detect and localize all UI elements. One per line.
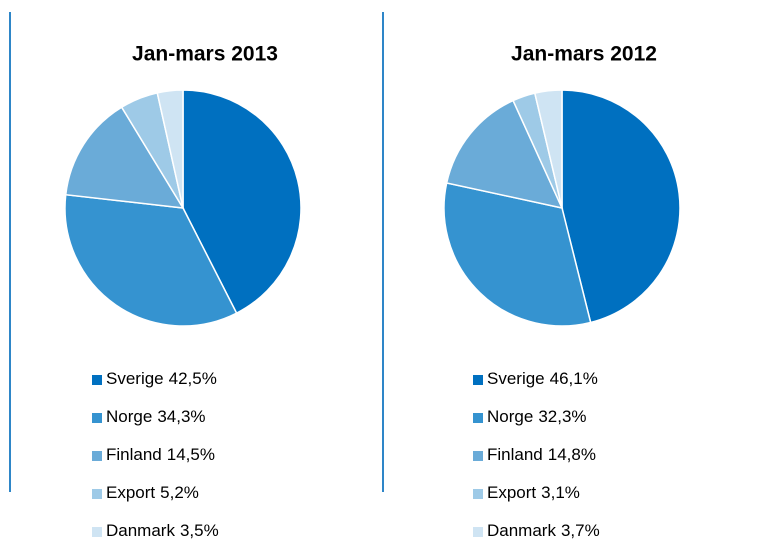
legend-name: Export	[487, 483, 536, 502]
legend-value: 14,5%	[167, 445, 215, 464]
legend-value: 3,7%	[561, 521, 600, 540]
pie-slice	[182, 89, 302, 315]
legend-swatch	[473, 489, 483, 499]
pie-slice	[64, 106, 185, 209]
pie-slice	[156, 89, 184, 209]
pie-slice	[64, 193, 238, 327]
legend-value: 3,5%	[180, 521, 219, 540]
legend-label: Norge 32,3%	[487, 407, 587, 426]
chart-title: Jan-mars 2012	[511, 43, 657, 66]
legend-swatch	[92, 489, 102, 499]
legend-swatch	[92, 451, 102, 461]
legend-label: Norge 34,3%	[106, 407, 206, 426]
legend-swatch	[473, 375, 483, 385]
legend-swatch	[473, 451, 483, 461]
legend-name: Norge	[106, 407, 152, 426]
legend-value: 46,1%	[550, 369, 598, 388]
legend-value: 14,8%	[548, 445, 596, 464]
legend-name: Export	[106, 483, 155, 502]
legend-label: Sverige 46,1%	[487, 369, 598, 388]
legend-name: Finland	[487, 445, 543, 464]
legend-swatch	[473, 527, 483, 537]
pie-slice	[445, 99, 564, 210]
legend-swatch	[92, 375, 102, 385]
legend-name: Sverige	[106, 369, 164, 388]
pie-slice	[443, 182, 592, 327]
legend-label: Danmark 3,5%	[106, 521, 219, 540]
legend-value: 32,3%	[538, 407, 586, 426]
pie-slice	[533, 89, 563, 209]
legend-name: Norge	[487, 407, 533, 426]
legend-label: Finland 14,5%	[106, 445, 215, 464]
legend-label: Export 3,1%	[487, 483, 580, 502]
legend-label: Export 5,2%	[106, 483, 199, 502]
legend-value: 42,5%	[169, 369, 217, 388]
legend-name: Finland	[106, 445, 162, 464]
legend-label: Danmark 3,7%	[487, 521, 600, 540]
legend-value: 34,3%	[157, 407, 205, 426]
legend-label: Sverige 42,5%	[106, 369, 217, 388]
legend-value: 5,2%	[160, 483, 199, 502]
legend-name: Danmark	[106, 521, 175, 540]
chart-title: Jan-mars 2013	[132, 43, 278, 66]
pie-slice	[561, 89, 681, 324]
legend-name: Danmark	[487, 521, 556, 540]
legend-value: 3,1%	[541, 483, 580, 502]
legend-label: Finland 14,8%	[487, 445, 596, 464]
legend-swatch	[473, 413, 483, 423]
legend-name: Sverige	[487, 369, 545, 388]
legend-swatch	[92, 527, 102, 537]
legend-swatch	[92, 413, 102, 423]
